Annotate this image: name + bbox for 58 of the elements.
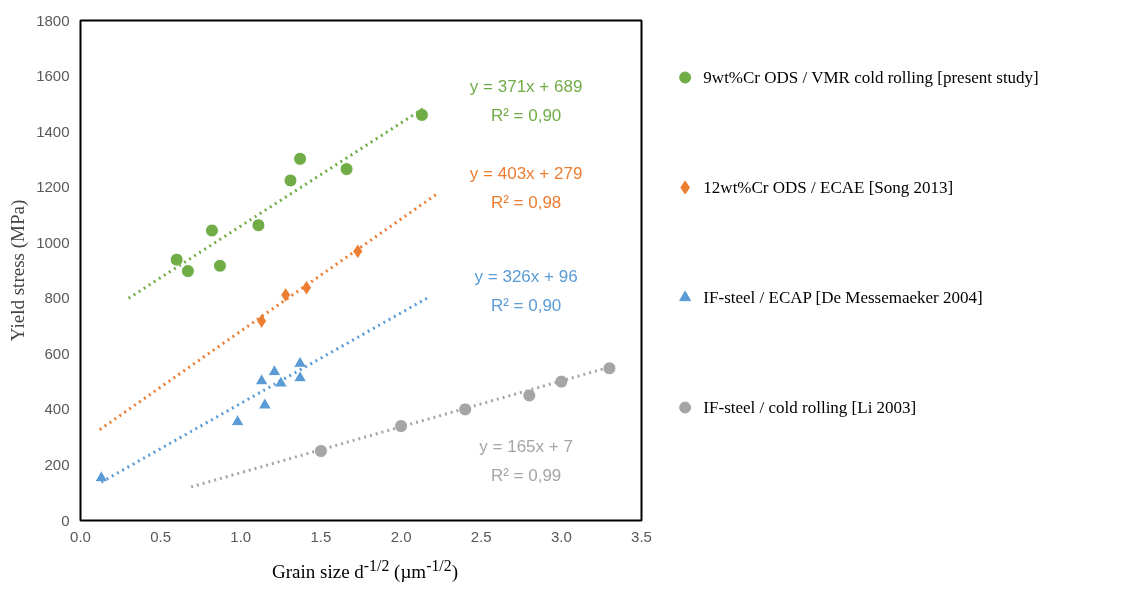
point	[257, 397, 272, 410]
x-axis-title: Grain size d$^{-1/2}$ (µm$^{-1/2}$)	[272, 556, 458, 585]
annotation: y = 326x + 96	[474, 267, 578, 287]
x-tick-label: 0.0	[70, 527, 91, 545]
y-tick-label: 0	[61, 511, 70, 529]
legend-label: 9wt%Cr ODS / VMR cold rolling [present study]	[703, 68, 1039, 87]
y-tick-label: 1600	[36, 67, 70, 85]
y-tick-label: 1400	[36, 122, 70, 140]
point	[283, 173, 298, 188]
point	[212, 258, 227, 273]
x-tick-label: 3.0	[550, 527, 572, 545]
annotation: R² = 0,98	[490, 193, 562, 213]
annotation: y = 403x + 279	[469, 164, 583, 184]
x-tick-label: 2.5	[470, 527, 492, 545]
x-tick-label: 1.0	[230, 527, 252, 545]
x-tick-label: 0.5	[150, 527, 172, 545]
y-tick-label: 600	[44, 344, 70, 362]
y-tick-label: 1000	[36, 233, 70, 251]
annotation: R² = 0,90	[490, 296, 562, 316]
legend-label: IF-steel / ECAP [De Messemaeker 2004]	[703, 288, 983, 307]
point	[273, 375, 288, 388]
x-tick-label: 1.5	[310, 527, 332, 545]
point	[204, 223, 219, 238]
point	[293, 369, 308, 383]
y-tick-label: 1200	[36, 178, 70, 196]
y-tick-label: 400	[44, 400, 70, 418]
point	[94, 469, 109, 483]
point	[169, 252, 184, 267]
point	[254, 373, 269, 386]
point	[293, 355, 308, 368]
point	[339, 162, 354, 177]
annotation: R² = 0,99	[490, 466, 562, 486]
point	[522, 388, 537, 403]
point	[293, 151, 308, 166]
annotation: R² = 0,90	[490, 106, 562, 126]
point	[554, 374, 569, 389]
legend-label: 12wt%Cr ODS / ECAE [Song 2013]	[703, 178, 954, 197]
annotation: y = 371x + 689	[469, 77, 583, 97]
x-tick-label: 3.5	[631, 527, 652, 545]
point	[230, 413, 245, 427]
legend-label: IF-steel / cold rolling [Li 2003]	[703, 398, 917, 417]
point	[313, 444, 328, 459]
y-tick-label: 800	[44, 289, 70, 307]
point	[267, 363, 282, 377]
y-tick-label: 200	[44, 455, 70, 473]
y-tick-label: 1800	[36, 11, 70, 29]
annotation: y = 165x + 7	[479, 437, 573, 457]
point	[602, 361, 617, 376]
point	[256, 313, 268, 330]
point	[414, 107, 429, 122]
point	[280, 286, 292, 303]
point	[180, 264, 195, 279]
x-tick-label: 2.0	[390, 527, 412, 545]
y-axis-title: Yield stress (MPa)	[7, 199, 30, 342]
point	[458, 402, 473, 417]
point	[251, 218, 266, 233]
point	[394, 419, 409, 434]
point	[352, 243, 364, 260]
